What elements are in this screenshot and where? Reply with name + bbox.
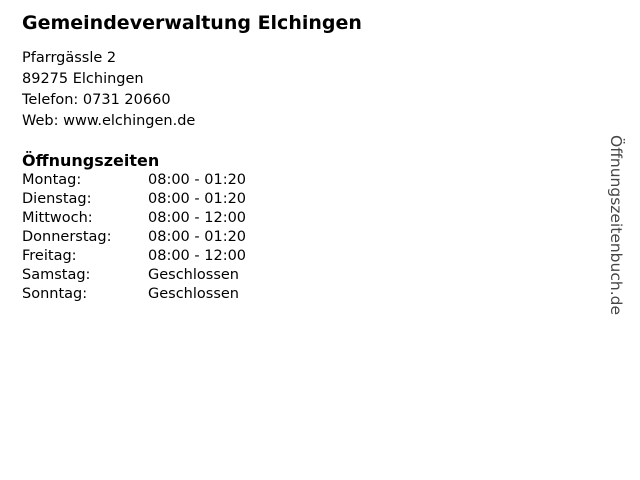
day-label: Mittwoch: (22, 210, 93, 226)
address-web: Web: www.elchingen.de (22, 113, 196, 129)
table-row: Freitag: 08:00 - 12:00 (22, 247, 246, 266)
address-phone: Telefon: 0731 20660 (22, 92, 171, 108)
table-row: Mittwoch: 08:00 - 12:00 (22, 209, 246, 228)
day-hours: 08:00 - 12:00 (148, 248, 247, 264)
day-label: Donnerstag: (22, 229, 112, 245)
day-hours: Geschlossen (148, 267, 239, 283)
opening-hours-heading: Öffnungszeiten (22, 151, 160, 170)
day-hours: 08:00 - 01:20 (148, 191, 247, 207)
table-row: Samstag: Geschlossen (22, 266, 246, 285)
watermark-label: Öffnungszeitenbuch.de (607, 135, 625, 315)
day-label: Sonntag: (22, 286, 88, 302)
table-row: Montag: 08:00 - 01:20 (22, 171, 246, 190)
day-label: Freitag: (22, 248, 77, 264)
day-label: Dienstag: (22, 191, 92, 207)
day-label: Samstag: (22, 267, 91, 283)
day-hours: 08:00 - 01:20 (148, 229, 247, 245)
day-hours: Geschlossen (148, 286, 239, 302)
address-city: 89275 Elchingen (22, 71, 144, 87)
table-row: Dienstag: 08:00 - 01:20 (22, 190, 246, 209)
table-row: Donnerstag: 08:00 - 01:20 (22, 228, 246, 247)
address-block: Pfarrgässle 2 89275 Elchingen Telefon: 0… (22, 34, 582, 132)
day-label: Montag: (22, 172, 82, 188)
day-hours: 08:00 - 12:00 (148, 210, 247, 226)
address-street: Pfarrgässle 2 (22, 50, 117, 66)
opening-hours-body: Montag: 08:00 - 01:20 Dienstag: 08:00 - … (22, 171, 246, 304)
table-row: Sonntag: Geschlossen (22, 285, 246, 304)
content-column: Gemeindeverwaltung Elchingen Pfarrgässle… (22, 0, 582, 304)
watermark: Öffnungszeitenbuch.de (606, 135, 628, 335)
page-title: Gemeindeverwaltung Elchingen (22, 12, 362, 34)
day-hours: 08:00 - 01:20 (148, 172, 247, 188)
opening-hours-table: Montag: 08:00 - 01:20 Dienstag: 08:00 - … (22, 171, 246, 304)
